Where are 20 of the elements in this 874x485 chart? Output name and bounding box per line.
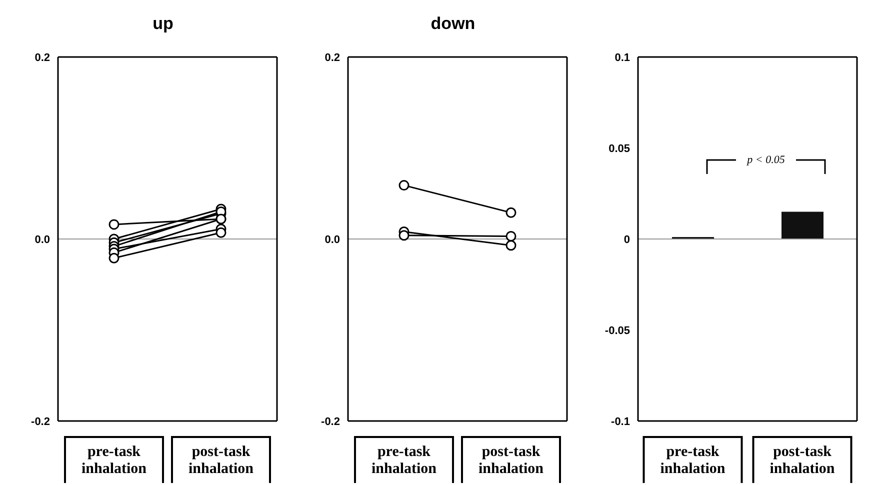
chart-title: up bbox=[152, 14, 174, 34]
x-tick-label: post-task inhalation bbox=[770, 444, 836, 477]
chart-title: down bbox=[430, 14, 476, 34]
y-tick-label: 0.05 bbox=[608, 142, 630, 155]
y-tick-label: 0.2 bbox=[34, 52, 50, 64]
y-tick-label: -0.2 bbox=[321, 416, 340, 428]
y-tick-label: 0.0 bbox=[34, 234, 50, 246]
x-tick-label: post-task inhalation bbox=[478, 444, 544, 477]
annotation: p < 0.05 bbox=[747, 154, 785, 166]
x-tick-label: pre-task inhalation bbox=[660, 444, 726, 477]
x-tick-label: pre-task inhalation bbox=[81, 444, 148, 477]
y-tick-label: -0.05 bbox=[604, 324, 630, 337]
y-tick-label: -0.1 bbox=[611, 416, 630, 428]
x-tick-label: pre-task inhalation bbox=[371, 444, 438, 477]
y-tick-label: -0.2 bbox=[31, 416, 50, 428]
y-tick-label: 0.1 bbox=[614, 52, 630, 64]
y-tick-label: 0.2 bbox=[324, 52, 340, 64]
x-tick-label: post-task inhalation bbox=[188, 444, 254, 477]
y-tick-label: 0 bbox=[624, 234, 630, 246]
y-tick-label: 0.0 bbox=[324, 234, 340, 246]
